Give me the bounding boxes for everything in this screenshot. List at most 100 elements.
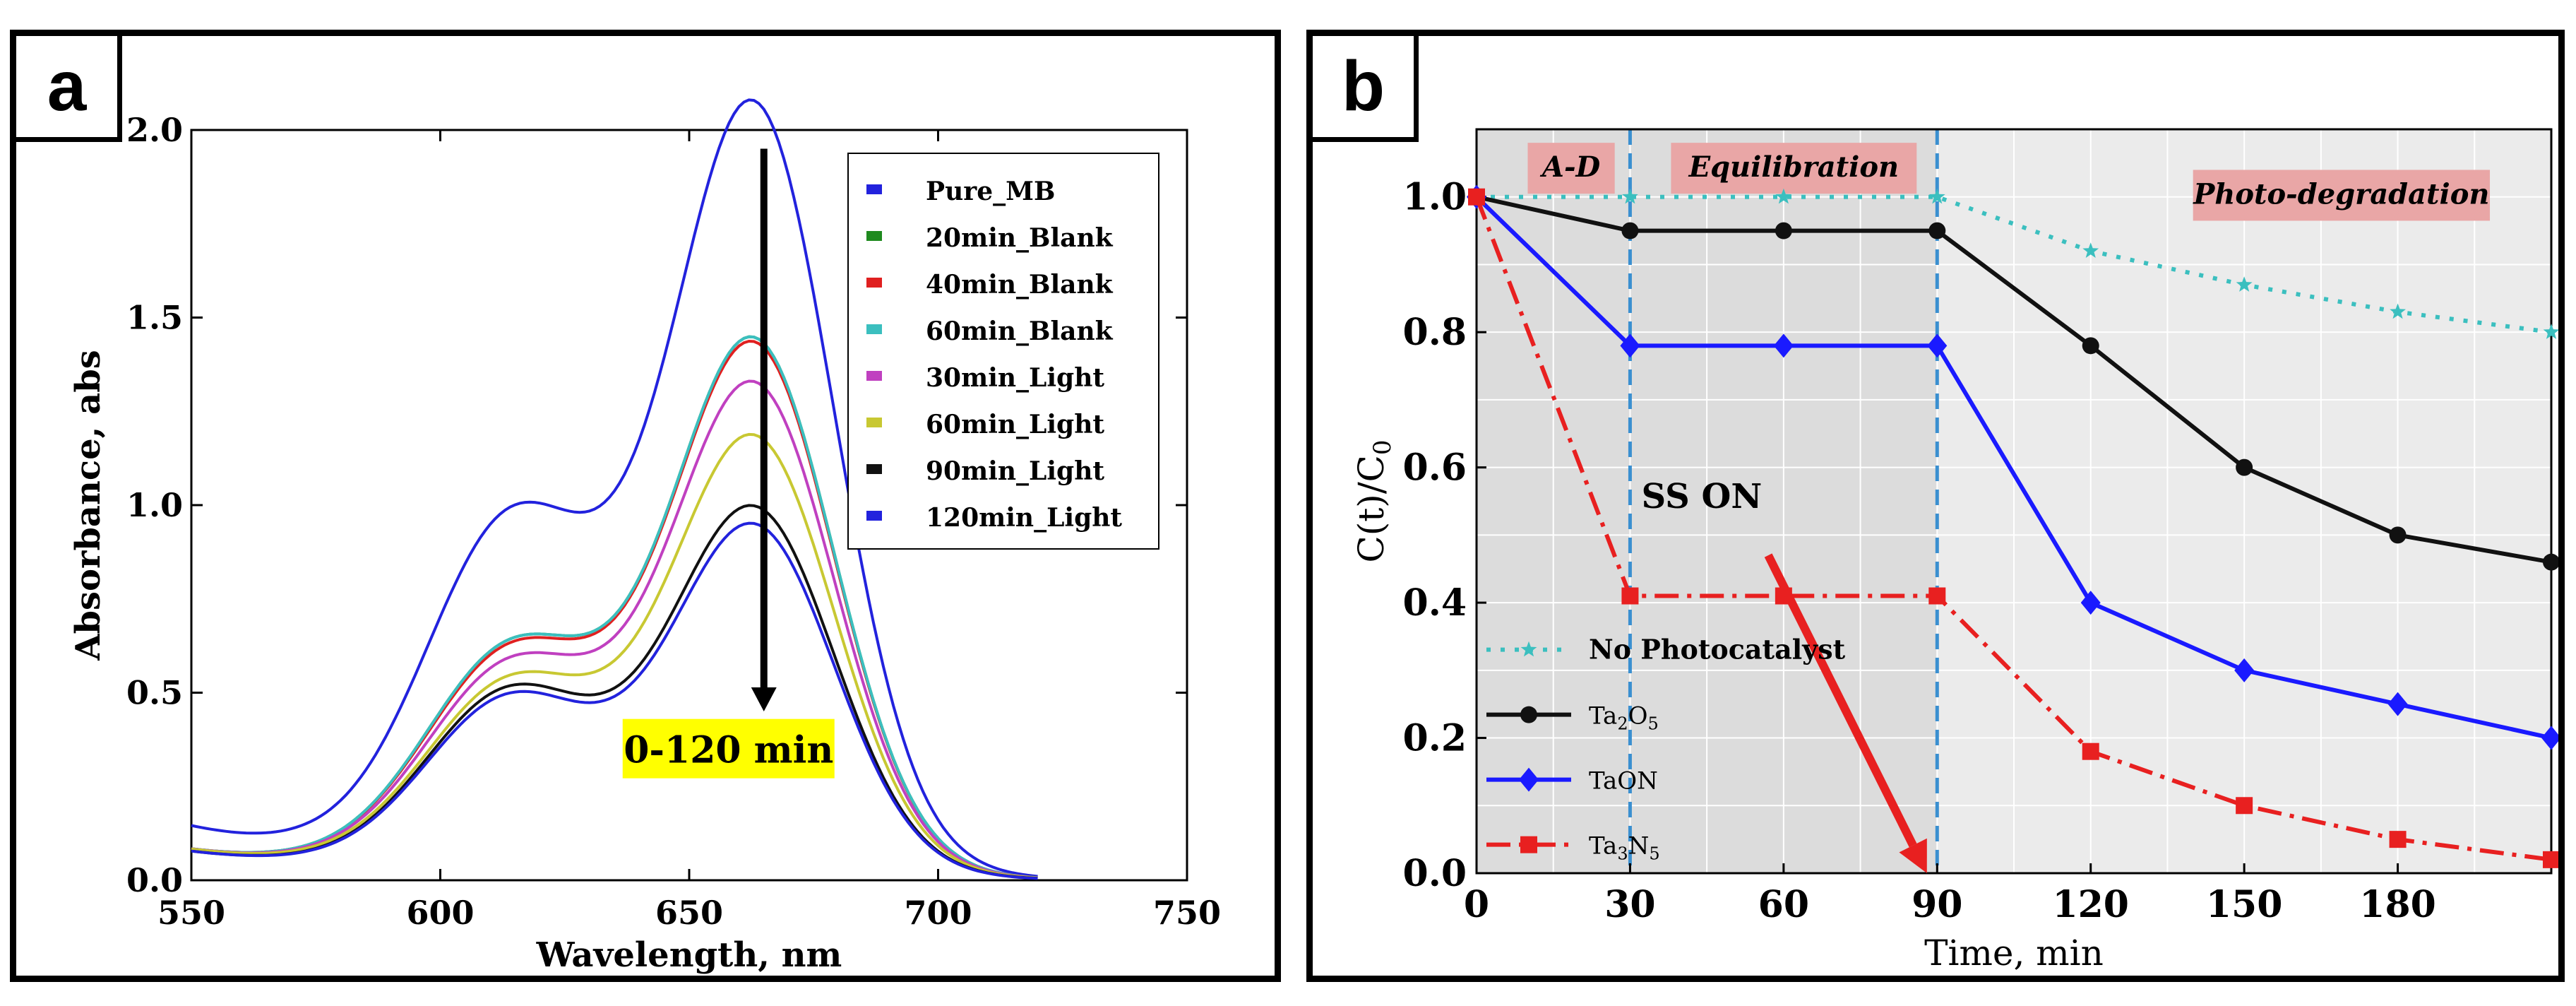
legend-swatch (866, 184, 882, 194)
data-point-series-0 (1622, 188, 1638, 204)
y-tick-label: 0.6 (1403, 446, 1467, 490)
legend-label: No Photocatalyst (1589, 634, 1846, 665)
data-point-series-2 (2387, 692, 2408, 716)
y-tick-label: 1.5 (126, 299, 183, 337)
legend-label: 40min_Blank (926, 270, 1114, 300)
legend-label: Pure_MB (926, 177, 1055, 206)
x-tick-label: 180 (2359, 883, 2436, 926)
y-tick-label: 1.0 (1403, 176, 1467, 219)
data-point-series-0 (1775, 188, 1792, 204)
legend-label: 120min_Light (926, 503, 1122, 533)
data-point-series-2 (2080, 591, 2101, 615)
legend-label-text: No Photocatalyst (1589, 634, 1846, 665)
y-axis-label-main: C(t)/C (1351, 455, 1392, 562)
data-point-series-1 (2236, 458, 2253, 476)
region-label: Photo-degradation (2193, 177, 2489, 211)
series-line-2 (1474, 195, 2552, 740)
legend-label: Ta2O5 (1589, 702, 1659, 734)
y-axis-label: C(t)/C0 (1351, 439, 1397, 562)
y-tick-label: 0.2 (1403, 717, 1467, 760)
ss-on-arrow-head (1899, 838, 1927, 873)
panel-label-b: b (1313, 36, 1419, 142)
data-point-series-2 (1927, 333, 1948, 358)
legend-swatch (866, 278, 882, 288)
data-point-series-2 (2234, 658, 2255, 682)
legend-label: Ta3N5 (1589, 832, 1660, 864)
legend-box (847, 153, 1159, 550)
data-point-series-0 (2236, 276, 2253, 292)
x-tick-label: 550 (157, 894, 225, 932)
legend-label-text: O (1628, 702, 1648, 730)
legend-marker (1519, 767, 1539, 792)
legend-label: 60min_Light (926, 410, 1104, 439)
region-label-bg (2193, 170, 2491, 221)
legend-label-sub: 5 (1649, 844, 1659, 864)
legend-marker (1520, 836, 1537, 853)
legend-swatch (866, 324, 882, 334)
data-point-series-3 (1468, 188, 1485, 206)
data-point-series-2 (1620, 333, 1640, 358)
x-tick-label: 30 (1604, 883, 1655, 926)
data-point-series-0 (1928, 188, 1945, 204)
legend-swatch (866, 231, 882, 241)
y-axis-label-sub: 0 (1368, 439, 1397, 455)
series-line-60min_light (191, 432, 1038, 880)
region-label: Equilibration (1688, 150, 1900, 184)
region-label: A-D (1539, 150, 1601, 184)
absorbance-chart: 550 600 650 700 750 0.0 0.5 1.0 1.5 2.0 Wavelength… (68, 98, 1221, 975)
y-tick-label: 0.4 (1403, 581, 1467, 625)
x-tick-label: 0 (1464, 883, 1489, 926)
series-line-1 (1476, 194, 2552, 564)
panel-label-a: a (16, 36, 122, 142)
data-point-series-3 (1621, 587, 1639, 605)
legend-label: TaON (1589, 767, 1658, 795)
data-point-series-1 (1621, 222, 1639, 239)
legend-label-text: TaON (1589, 767, 1658, 795)
region-label-bg (1671, 143, 1917, 194)
legend-swatch (866, 511, 882, 521)
ss-on-arrow-shaft (1764, 553, 1917, 848)
legend-swatch (866, 418, 882, 427)
data-point-series-1 (1775, 222, 1792, 239)
data-point-series-2 (2541, 726, 2558, 750)
legend-label-sub: 2 (1617, 714, 1628, 734)
legend-label-sub: 3 (1617, 844, 1628, 864)
legend-label-text: N (1628, 832, 1650, 860)
legend-label: 20min_Blank (926, 223, 1114, 253)
legend-swatch (866, 371, 882, 381)
data-point-series-1 (2082, 337, 2099, 355)
series-line-30min_light (191, 379, 1038, 880)
region-label-bg (1527, 143, 1615, 194)
data-point-series-2 (1773, 333, 1794, 358)
y-tick-label: 1.0 (126, 486, 183, 524)
data-point-series-1 (1928, 222, 1946, 239)
data-point-series-0 (2082, 242, 2099, 258)
x-tick-label: 90 (1912, 883, 1962, 926)
data-point-series-1 (2543, 553, 2558, 571)
legend-label-text: Ta (1589, 702, 1617, 730)
y-tick-label: 0.8 (1403, 311, 1467, 354)
data-point-series-3 (2082, 742, 2099, 760)
x-axis-label: Time, min (1924, 933, 2104, 974)
data-point-series-3 (1928, 587, 1946, 605)
x-tick-label: 120 (2052, 883, 2129, 926)
arrow-head (751, 687, 777, 712)
ss-on-label: SS ON (1642, 477, 1763, 516)
x-tick-label: 700 (904, 894, 972, 932)
x-tick-label: 650 (655, 894, 723, 932)
y-tick-label: 0.5 (126, 674, 183, 712)
legend-label-text: Ta (1589, 832, 1617, 860)
series-line-120min_light (191, 521, 1038, 880)
annotation-highlight (622, 718, 835, 779)
data-point-series-3 (2236, 797, 2253, 815)
y-tick-label: 0.0 (1403, 852, 1467, 895)
series-line-3 (1474, 196, 2552, 862)
data-point-series-3 (2543, 851, 2558, 868)
chart-panel-a: 550 600 650 700 750 0.0 0.5 1.0 1.5 2.0 Wavelength… (10, 30, 1281, 982)
legend-label: 60min_Blank (926, 316, 1114, 346)
y-tick-label: 0.0 (126, 861, 183, 899)
legend-label-sub: 5 (1647, 714, 1658, 734)
x-axis-label: Wavelength, nm (536, 935, 842, 975)
x-tick-label: 750 (1153, 894, 1221, 932)
